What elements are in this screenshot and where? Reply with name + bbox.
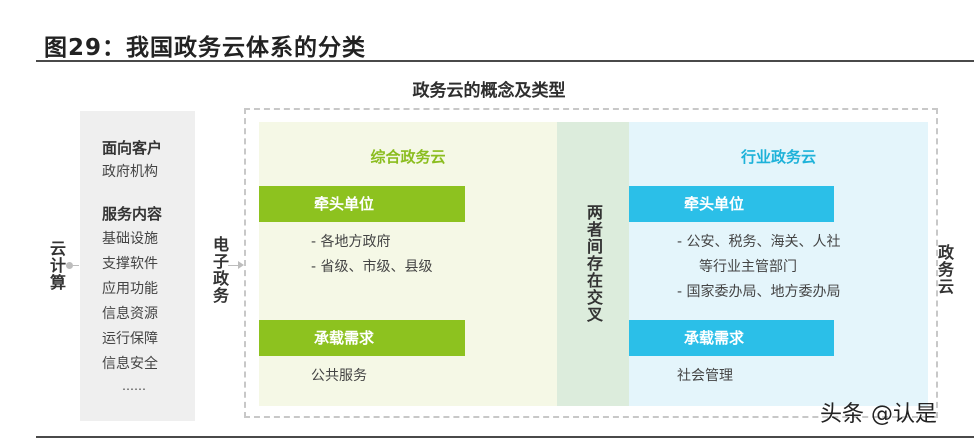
page-title: 图29：我国政务云体系的分类 — [44, 35, 367, 61]
service-item: 信息安全 — [102, 356, 158, 372]
diagram-title: 政务云的概念及类型 — [412, 81, 566, 101]
gov-cloud-boundary — [244, 108, 938, 418]
service-item: 信息资源 — [102, 306, 158, 322]
service-ellipsis: …… — [122, 379, 146, 393]
arrow-line — [228, 265, 240, 266]
customer-value: 政府机构 — [102, 164, 158, 180]
watermark: 头条 @认是 — [820, 402, 937, 427]
lead-item: - 省级、市级、县级 — [311, 259, 433, 275]
customer-heading: 面向客户 — [102, 139, 163, 157]
arrow-head-icon — [238, 261, 244, 269]
service-item: 运行保障 — [102, 331, 158, 347]
demand-bar: 承载需求 — [259, 320, 465, 356]
lead-item: - 公安、税务、海关、人社 — [677, 234, 841, 250]
cloud-computing-label: 云计算 — [47, 240, 66, 291]
industry-gov-cloud-panel: 行业政务云 牵头单位 - 公安、税务、海关、人社 等行业主管部门 - 国家委办局… — [629, 122, 928, 406]
egov-label: 电子政务 — [210, 236, 229, 304]
integrated-gov-cloud-panel: 综合政务云 牵头单位 - 各地方政府 - 省级、市级、县级 承载需求 公共服务 — [259, 122, 557, 406]
gov-cloud-label: 政务云 — [935, 244, 954, 295]
connector-line — [73, 265, 79, 266]
industry-title: 行业政务云 — [740, 148, 816, 166]
demand-bar: 承载需求 — [629, 320, 834, 356]
overlap-panel — [557, 122, 629, 406]
lead-item: 等行业主管部门 — [699, 259, 797, 275]
bottom-divider — [36, 436, 974, 438]
connector-dot — [66, 262, 73, 269]
client-service-panel: 面向客户 政府机构 服务内容 基础设施 支撑软件 应用功能 信息资源 运行保障 … — [80, 111, 195, 421]
lead-item: - 国家委办局、地方委办局 — [677, 284, 841, 300]
title-divider — [36, 60, 974, 62]
overlap-label: 两者间存在交叉 — [584, 204, 603, 323]
lead-unit-bar: 牵头单位 — [629, 186, 834, 222]
integrated-title: 综合政务云 — [370, 148, 446, 166]
lead-unit-bar: 牵头单位 — [259, 186, 465, 222]
service-item: 基础设施 — [102, 231, 158, 247]
service-item: 支撑软件 — [102, 256, 158, 272]
demand-value: 公共服务 — [311, 368, 367, 384]
demand-value: 社会管理 — [677, 368, 733, 384]
service-heading: 服务内容 — [102, 205, 163, 223]
lead-item: - 各地方政府 — [311, 234, 391, 250]
service-item: 应用功能 — [102, 281, 158, 297]
